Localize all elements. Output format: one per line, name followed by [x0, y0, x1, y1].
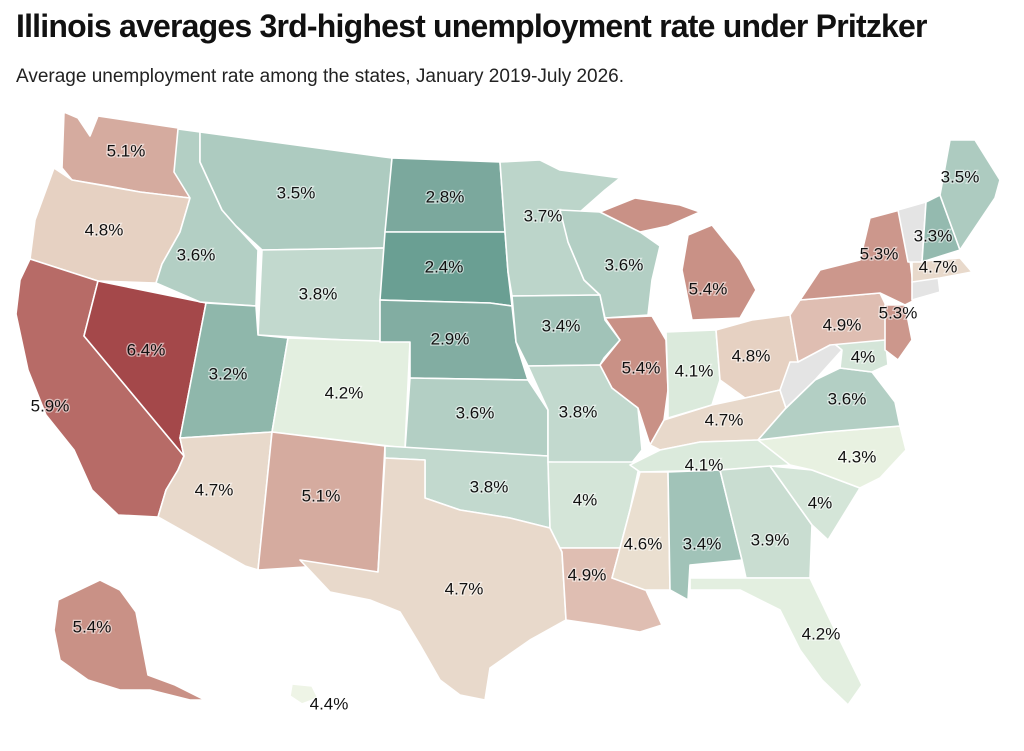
- label-virginia: 3.6%: [828, 389, 867, 408]
- label-illinois: 5.4%: [622, 358, 661, 377]
- label-iowa: 3.4%: [542, 316, 581, 335]
- label-maine: 3.5%: [941, 167, 980, 186]
- label-georgia: 3.9%: [751, 530, 790, 549]
- label-california: 5.9%: [31, 396, 70, 415]
- label-washington: 5.1%: [107, 141, 146, 160]
- state-maine: [939, 139, 1001, 251]
- label-missouri: 3.8%: [559, 402, 598, 421]
- state-texas: [299, 457, 567, 701]
- label-wyoming: 3.8%: [299, 284, 338, 303]
- label-montana: 3.5%: [277, 183, 316, 202]
- label-pennsylvania: 4.9%: [823, 315, 862, 334]
- label-kentucky: 4.7%: [705, 410, 744, 429]
- state-michigan-upper: [599, 197, 701, 233]
- label-hawaii: 4.4%: [310, 694, 349, 713]
- label-mississippi: 4.6%: [624, 534, 663, 553]
- label-michigan: 5.4%: [689, 279, 728, 298]
- label-florida: 4.2%: [802, 624, 841, 643]
- state-new-jersey: [884, 304, 913, 361]
- state-hawaii: [289, 683, 319, 705]
- label-nebraska: 2.9%: [431, 329, 470, 348]
- state-florida: [689, 577, 863, 706]
- label-south-dakota: 2.4%: [425, 257, 464, 276]
- state-south-carolina: [769, 465, 861, 541]
- label-oklahoma: 3.8%: [470, 477, 509, 496]
- label-maryland: 4%: [851, 347, 876, 366]
- label-alaska: 5.4%: [73, 617, 112, 636]
- label-new-mexico: 5.1%: [302, 486, 341, 505]
- label-massachusetts: 4.7%: [919, 257, 958, 276]
- label-colorado: 4.2%: [325, 383, 364, 402]
- label-new-jersey: 5.3%: [879, 303, 918, 322]
- label-alabama: 3.4%: [683, 534, 722, 553]
- label-north-carolina: 4.3%: [838, 447, 877, 466]
- label-ohio: 4.8%: [732, 346, 771, 365]
- label-texas: 4.7%: [445, 579, 484, 598]
- label-south-carolina: 4%: [808, 493, 833, 512]
- label-new-hampshire: 3.3%: [914, 226, 953, 245]
- label-kansas: 3.6%: [456, 403, 495, 422]
- label-indiana: 4.1%: [675, 361, 714, 380]
- state-michigan-lower: [681, 224, 757, 321]
- label-oregon: 4.8%: [85, 220, 124, 239]
- label-north-dakota: 2.8%: [426, 187, 465, 206]
- label-tennessee: 4.1%: [685, 455, 724, 474]
- label-utah: 3.2%: [209, 364, 248, 383]
- chart-subtitle: Average unemployment rate among the stat…: [16, 66, 625, 87]
- label-arizona: 4.7%: [195, 480, 234, 499]
- state-massachusetts: [911, 257, 973, 283]
- label-louisiana: 4.9%: [568, 565, 607, 584]
- chart-title: Illinois averages 3rd-highest unemployme…: [16, 8, 927, 44]
- state-alaska: [53, 579, 206, 701]
- label-wisconsin: 3.6%: [605, 255, 644, 274]
- label-minnesota: 3.7%: [524, 206, 563, 225]
- label-arkansas: 4%: [573, 490, 598, 509]
- label-nevada: 6.4%: [127, 340, 166, 359]
- label-new-york: 5.3%: [860, 244, 899, 263]
- label-idaho: 3.6%: [177, 245, 216, 264]
